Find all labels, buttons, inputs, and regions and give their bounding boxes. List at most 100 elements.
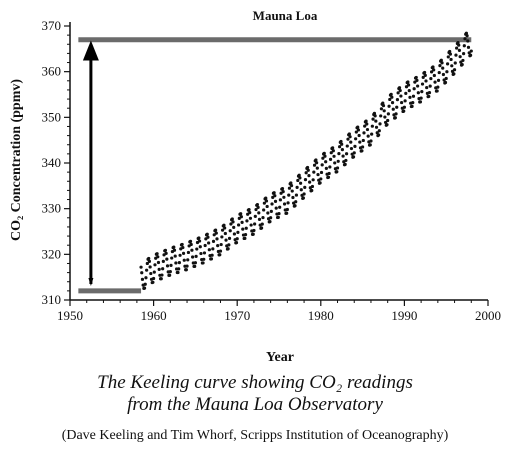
co2-reading-point bbox=[156, 260, 161, 265]
co2-reading-point bbox=[304, 171, 308, 175]
co2-reading-point bbox=[185, 264, 189, 268]
co2-reading-point bbox=[340, 148, 344, 152]
co2-reading-point bbox=[220, 235, 224, 239]
co2-reading-point bbox=[177, 267, 181, 271]
co2-reading-point bbox=[203, 243, 207, 248]
co2-reading-point bbox=[184, 268, 188, 272]
co2-reading-point bbox=[290, 189, 294, 193]
co2-reading-point bbox=[186, 258, 190, 262]
co2-reading-point bbox=[454, 53, 458, 57]
co2-reading-point bbox=[333, 161, 337, 165]
x-axis-title: Year bbox=[266, 350, 294, 365]
co2-reading-point bbox=[195, 247, 199, 251]
co2-reading-point bbox=[223, 231, 227, 236]
co2-reading-point bbox=[366, 134, 370, 138]
co2-reading-point bbox=[429, 76, 433, 81]
co2-reading-point bbox=[269, 216, 273, 220]
co2-reading-point bbox=[189, 242, 193, 247]
co2-reading-point bbox=[193, 261, 197, 265]
co2-reading-point bbox=[302, 192, 306, 196]
co2-reading-point bbox=[390, 95, 394, 99]
co2-reading-point bbox=[464, 31, 468, 35]
co2-reading-point bbox=[324, 160, 328, 164]
co2-reading-point bbox=[420, 82, 425, 86]
co2-reading-point bbox=[278, 198, 282, 202]
co2-reading-point bbox=[310, 188, 314, 193]
co2-reading-point bbox=[458, 55, 462, 59]
co2-reading-point bbox=[412, 87, 416, 91]
x-tick-label: 1980 bbox=[308, 308, 334, 323]
x-tick-label: 1950 bbox=[57, 308, 83, 323]
co2-reading-point bbox=[431, 65, 435, 69]
co2-reading-point bbox=[455, 46, 459, 50]
co2-reading-point bbox=[322, 151, 326, 155]
co2-reading-point bbox=[323, 154, 327, 158]
co2-reading-point bbox=[260, 222, 264, 226]
co2-reading-point bbox=[291, 195, 295, 200]
co2-reading-point bbox=[436, 85, 440, 89]
co2-reading-point bbox=[232, 232, 237, 236]
co2-reading-point bbox=[280, 186, 285, 191]
co2-reading-point bbox=[201, 261, 205, 265]
co2-reading-point bbox=[224, 238, 228, 242]
co2-reading-point bbox=[423, 73, 427, 77]
co2-reading-point bbox=[165, 257, 169, 261]
co2-reading-point bbox=[387, 104, 391, 108]
co2-reading-point bbox=[429, 70, 434, 74]
co2-reading-point bbox=[370, 124, 374, 128]
co2-reading-point bbox=[207, 241, 211, 245]
co2-reading-point bbox=[466, 39, 470, 43]
co2-reading-point bbox=[452, 68, 457, 72]
co2-reading-point bbox=[463, 37, 467, 41]
co2-reading-point bbox=[374, 125, 379, 129]
co2-reading-point bbox=[357, 133, 361, 138]
co2-reading-point bbox=[266, 211, 270, 215]
co2-reading-point bbox=[398, 88, 402, 93]
co2-reading-point bbox=[328, 157, 333, 162]
co2-reading-point bbox=[419, 96, 423, 100]
co2-reading-point bbox=[178, 253, 182, 257]
co2-reading-point bbox=[301, 196, 305, 200]
co2-reading-point bbox=[236, 230, 240, 234]
co2-reading-point bbox=[319, 170, 324, 175]
co2-reading-point bbox=[143, 282, 147, 286]
co2-reading-point bbox=[155, 252, 159, 256]
co2-reading-point bbox=[400, 100, 404, 105]
co2-reading-point bbox=[457, 48, 462, 52]
co2-reading-point bbox=[264, 199, 269, 203]
co2-reading-point bbox=[338, 145, 342, 149]
co2-reading-point bbox=[230, 217, 234, 221]
co2-reading-point bbox=[449, 57, 453, 62]
co2-reading-point bbox=[344, 152, 349, 156]
co2-reading-point bbox=[303, 185, 307, 189]
co2-reading-point bbox=[219, 242, 223, 247]
co2-reading-point bbox=[433, 80, 437, 84]
co2-reading-point bbox=[423, 70, 427, 75]
co2-reading-point bbox=[190, 248, 194, 252]
keeling-chart: 310 320 330 340 350 360 370 1950 1960 1970 1980 199… bbox=[9, 8, 501, 365]
co2-reading-point bbox=[296, 178, 300, 183]
co2-reading-point bbox=[414, 75, 418, 80]
chart-title: Mauna Loa bbox=[253, 8, 318, 23]
co2-reading-point bbox=[370, 132, 374, 136]
co2-reading-point bbox=[248, 211, 252, 215]
co2-reading-point bbox=[169, 263, 173, 267]
annotation-layer bbox=[78, 37, 472, 294]
co2-reading-point bbox=[415, 78, 419, 82]
co2-reading-point bbox=[307, 174, 311, 178]
co2-reading-point bbox=[303, 178, 308, 182]
co2-reading-point bbox=[257, 211, 261, 215]
co2-reading-point bbox=[372, 111, 377, 116]
x-tick-label: 2000 bbox=[475, 308, 501, 323]
co2-reading-point bbox=[420, 90, 424, 94]
y-tick-label: 340 bbox=[42, 155, 62, 170]
co2-reading-point bbox=[432, 68, 436, 72]
co2-reading-point bbox=[144, 276, 148, 280]
co2-reading-point bbox=[425, 85, 429, 90]
co2-reading-point bbox=[456, 40, 460, 45]
co2-reading-point bbox=[348, 135, 352, 139]
co2-reading-point bbox=[402, 109, 406, 113]
co2-reading-point bbox=[170, 256, 174, 260]
co2-reading-point bbox=[452, 72, 456, 76]
co2-reading-point bbox=[361, 145, 365, 149]
